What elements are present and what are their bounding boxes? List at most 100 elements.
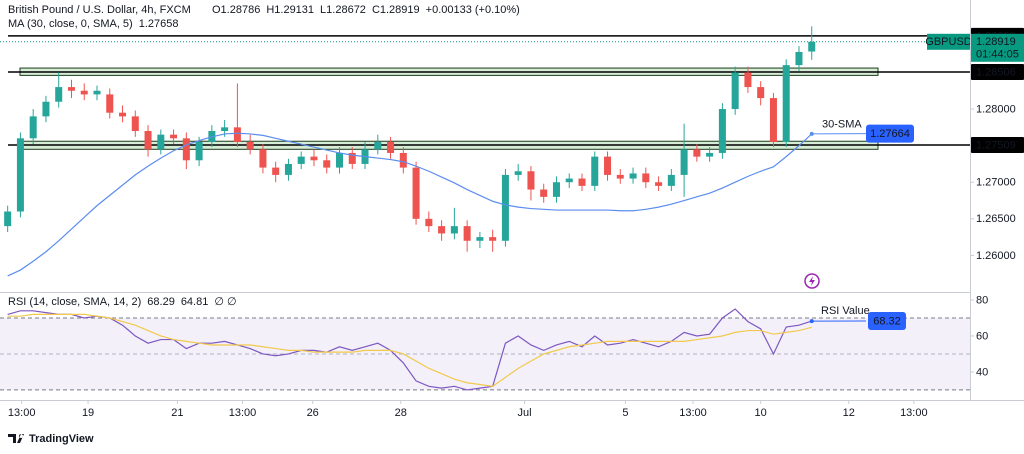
candle-body (514, 171, 522, 175)
symbol-tag-bg (927, 33, 970, 50)
candle-body (782, 65, 790, 142)
price-level-label: 1.27509 (976, 139, 1016, 151)
candle-body (655, 182, 663, 186)
candle-body (374, 141, 382, 150)
candle-body (667, 174, 675, 186)
candle-body (157, 134, 165, 150)
x-tick-label: 13:00 (679, 407, 707, 419)
x-tick-label: 12 (843, 407, 855, 419)
candle-body (616, 174, 624, 179)
ohlc-value: H1.29131 (266, 4, 314, 16)
candle-body (284, 163, 292, 175)
annotation-text: RSI Value (821, 305, 870, 317)
candle-body (233, 127, 241, 142)
candle-body (629, 173, 637, 179)
annotation-text: 30-SMA (822, 119, 862, 131)
annotation-label-bg (866, 124, 914, 143)
candle-body (399, 152, 407, 168)
candle-body (297, 156, 305, 164)
candle-body (425, 218, 433, 227)
candle-body (642, 173, 650, 183)
candle-body (259, 149, 267, 168)
candle-body (591, 156, 599, 186)
candle-body (67, 87, 75, 91)
ohlc-value: O1.28786 (212, 4, 260, 16)
series-line (7, 308, 812, 391)
legend-value: 64.81 (181, 296, 209, 308)
x-tick-label: 13:00 (900, 407, 928, 419)
candle-body (106, 94, 114, 113)
y-tick-label: 1.28000 (976, 103, 1016, 115)
rsi-title: RSI (14, close, SMA, 14, 2) (8, 296, 141, 308)
event-icon-bolt (809, 276, 815, 286)
candle-body (540, 189, 548, 197)
price-change: +0.00133 (+0.10%) (426, 4, 520, 16)
candle-body (463, 226, 471, 241)
x-tick-label: 21 (171, 407, 183, 419)
candle-body (744, 72, 752, 88)
candle-body (527, 171, 535, 190)
candle-body (310, 156, 318, 161)
candle-body (387, 141, 395, 153)
candle-body (221, 127, 229, 131)
candle-body (412, 167, 420, 219)
chart-title: British Pound / U.S. Dollar, 4h, FXCM (8, 4, 191, 16)
last-price-bg (971, 33, 1024, 62)
x-tick-label: 10 (755, 407, 767, 419)
event-icon-ring (804, 273, 820, 289)
candle-body (93, 90, 101, 95)
candle-body (272, 167, 280, 175)
y-tick-label: 80 (976, 294, 988, 306)
x-tick-label: 13:00 (229, 407, 257, 419)
candle-body (131, 116, 139, 131)
candle-body (693, 149, 701, 157)
candle-body (323, 160, 331, 168)
x-tick-label: 28 (395, 407, 407, 419)
ohlc-value: C1.28919 (372, 4, 420, 16)
candle-body (757, 87, 765, 99)
candle-body (195, 141, 203, 161)
series-line (7, 313, 812, 387)
candle-body (578, 178, 586, 186)
candle-body (808, 41, 816, 52)
candle-body (718, 109, 726, 153)
series-line (7, 132, 813, 277)
legend-entry: MA (30, close, 0, SMA, 5) (8, 18, 133, 30)
candle-body (80, 90, 88, 95)
background-layer (0, 35, 974, 404)
event-icon[interactable] (804, 273, 820, 289)
brand-mark (8, 434, 24, 443)
x-tick-label: Jul (518, 407, 532, 419)
brand-logo[interactable]: TradingView (8, 433, 94, 445)
candle-body (29, 116, 37, 139)
candle-body (246, 141, 254, 150)
candle-body (438, 226, 446, 234)
marks-layer (4, 26, 816, 391)
candle-body (552, 182, 560, 197)
x-tick-label: 19 (82, 407, 94, 419)
y-tick-label: 1.26000 (976, 250, 1016, 262)
candle-body (731, 72, 739, 110)
candle-body (170, 134, 178, 139)
candle-body (795, 51, 803, 66)
candle-body (604, 156, 612, 175)
candle-body (16, 138, 24, 212)
candle-body (489, 237, 497, 241)
x-tick-label: 13:00 (8, 407, 36, 419)
candle-body (769, 98, 777, 142)
candle-body (55, 87, 63, 102)
legend-value: 68.29 (147, 296, 175, 308)
candle-body (182, 138, 190, 161)
annotation-label: 68.32 (873, 315, 901, 327)
y-tick-label: 40 (976, 366, 988, 378)
candle-body (565, 178, 573, 183)
y-tick-label: 60 (976, 330, 988, 342)
x-tick-label: 26 (307, 407, 319, 419)
overlay-layer: British Pound / U.S. Dollar, 4h, FXCM O1.… (8, 4, 1024, 419)
price-level-label: 1.28506 (976, 66, 1016, 78)
legend-extra: ∅ ∅ (214, 296, 236, 308)
y-tick-label: 1.26500 (976, 213, 1016, 225)
candle-body (119, 112, 127, 117)
